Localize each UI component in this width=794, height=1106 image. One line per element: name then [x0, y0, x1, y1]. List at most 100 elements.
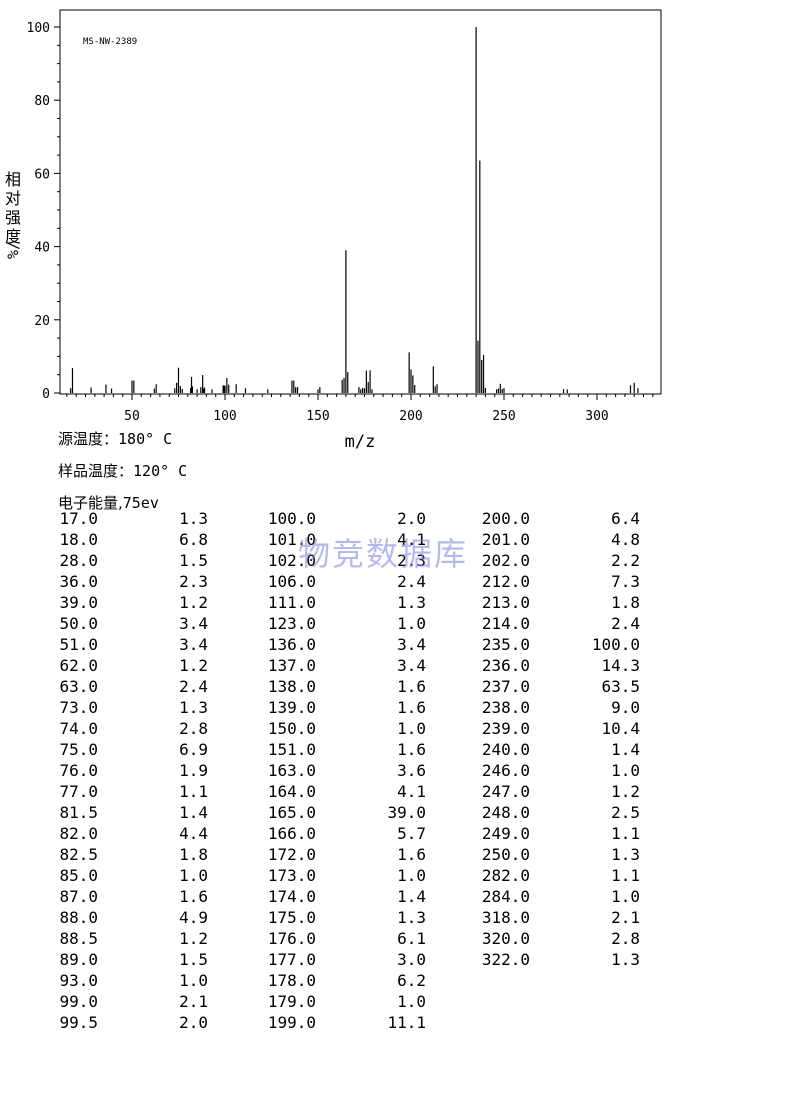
abundance-value: 1.2 — [179, 593, 208, 612]
mz-value: 123.0 — [267, 614, 316, 633]
abundance-value: 1.5 — [179, 950, 208, 969]
mz-value: 102.0 — [267, 551, 316, 570]
mz-value: 199.0 — [267, 1013, 316, 1032]
mz-value: 164.0 — [267, 782, 316, 801]
abundance-value: 1.0 — [397, 719, 426, 738]
electron-energy: 电子能量,75ev — [58, 492, 159, 513]
y-tick-label: 0 — [42, 387, 50, 402]
abundance-value: 2.4 — [397, 572, 426, 591]
mz-value: 73.0 — [59, 698, 98, 717]
mz-value: 282.0 — [481, 866, 530, 885]
abundance-value: 5.7 — [397, 824, 426, 843]
source-temperature: 源温度：180° C — [58, 428, 172, 449]
mz-value: 212.0 — [481, 572, 530, 591]
abundance-value: 4.8 — [611, 530, 640, 549]
mz-value: 63.0 — [59, 677, 98, 696]
mz-value: 77.0 — [59, 782, 98, 801]
mz-value: 99.5 — [59, 1013, 98, 1032]
abundance-value: 1.3 — [179, 698, 208, 717]
abundance-value: 1.2 — [611, 782, 640, 801]
mz-value: 175.0 — [267, 908, 316, 927]
abundance-value: 2.8 — [179, 719, 208, 738]
abundance-value: 2.1 — [611, 908, 640, 927]
mz-value: 151.0 — [267, 740, 316, 759]
mz-value: 174.0 — [267, 887, 316, 906]
source-temperature-label: 源温度： — [58, 430, 119, 448]
mz-value: 82.0 — [59, 824, 98, 843]
abundance-value: 3.4 — [179, 635, 208, 654]
abundance-value: 3.0 — [397, 950, 426, 969]
abundance-value: 6.9 — [179, 740, 208, 759]
mz-value: 284.0 — [481, 887, 530, 906]
abundance-value: 1.0 — [611, 887, 640, 906]
mz-value: 236.0 — [481, 656, 530, 675]
mz-value: 100.0 — [267, 509, 316, 528]
abundance-value: 2.5 — [611, 803, 640, 822]
mz-value: 136.0 — [267, 635, 316, 654]
abundance-value: 1.8 — [179, 845, 208, 864]
mz-value: 202.0 — [481, 551, 530, 570]
y-tick-label: 60 — [34, 167, 50, 182]
mz-value: 246.0 — [481, 761, 530, 780]
mz-value: 320.0 — [481, 929, 530, 948]
mz-value: 179.0 — [267, 992, 316, 1011]
abundance-value: 6.8 — [179, 530, 208, 549]
abundance-value: 4.1 — [397, 530, 426, 549]
abundance-value: 1.6 — [397, 698, 426, 717]
mz-value: 82.5 — [59, 845, 98, 864]
abundance-value: 2.1 — [179, 992, 208, 1011]
mz-value: 51.0 — [59, 635, 98, 654]
mz-value: 150.0 — [267, 719, 316, 738]
abundance-value: 1.2 — [179, 656, 208, 675]
abundance-value: 4.1 — [397, 782, 426, 801]
x-tick-label: 100 — [213, 409, 236, 424]
sample-temperature-value: 120° C — [133, 462, 188, 480]
mz-value: 238.0 — [481, 698, 530, 717]
abundance-value: 7.3 — [611, 572, 640, 591]
mz-value: 139.0 — [267, 698, 316, 717]
abundance-value: 1.1 — [611, 824, 640, 843]
y-label-char: 度 — [5, 227, 21, 246]
mz-value: 62.0 — [59, 656, 98, 675]
y-tick-label: 40 — [34, 241, 50, 256]
abundance-value: 3.4 — [179, 614, 208, 633]
mz-value: 250.0 — [481, 845, 530, 864]
y-label-unit: %/ — [4, 241, 22, 259]
mz-value: 93.0 — [59, 971, 98, 990]
mz-value: 166.0 — [267, 824, 316, 843]
abundance-value: 2.8 — [611, 929, 640, 948]
sample-temperature-label: 样品温度： — [58, 462, 134, 480]
abundance-value: 10.4 — [601, 719, 640, 738]
mz-value: 176.0 — [267, 929, 316, 948]
mz-value: 106.0 — [267, 572, 316, 591]
mz-value: 89.0 — [59, 950, 98, 969]
abundance-value: 1.6 — [397, 740, 426, 759]
abundance-value: 1.9 — [179, 761, 208, 780]
y-tick-label: 80 — [34, 94, 50, 109]
mz-value: 137.0 — [267, 656, 316, 675]
abundance-value: 2.0 — [397, 509, 426, 528]
abundance-value: 1.5 — [179, 551, 208, 570]
abundance-value: 1.0 — [179, 866, 208, 885]
mz-value: 237.0 — [481, 677, 530, 696]
electron-energy-value: 75ev — [122, 494, 159, 512]
abundance-value: 2.0 — [179, 1013, 208, 1032]
mz-value: 101.0 — [267, 530, 316, 549]
abundance-value: 3.4 — [397, 656, 426, 675]
abundance-value: 63.5 — [601, 677, 640, 696]
mz-value: 177.0 — [267, 950, 316, 969]
mz-value: 165.0 — [267, 803, 316, 822]
mz-value: 248.0 — [481, 803, 530, 822]
mz-value: 85.0 — [59, 866, 98, 885]
abundance-value: 4.9 — [179, 908, 208, 927]
mz-value: 111.0 — [267, 593, 316, 612]
mz-value: 172.0 — [267, 845, 316, 864]
mz-value: 249.0 — [481, 824, 530, 843]
abundance-value: 11.1 — [387, 1013, 426, 1032]
x-tick-label: 250 — [492, 409, 515, 424]
mass-spectrum-chart: 0 20 40 60 80 100 50 100 150 200 250 300 MS-NW-238… — [4, 9, 662, 452]
abundance-value: 1.0 — [397, 614, 426, 633]
x-tick-label: 300 — [585, 409, 608, 424]
mz-value: 17.0 — [59, 509, 98, 528]
mz-value: 36.0 — [59, 572, 98, 591]
